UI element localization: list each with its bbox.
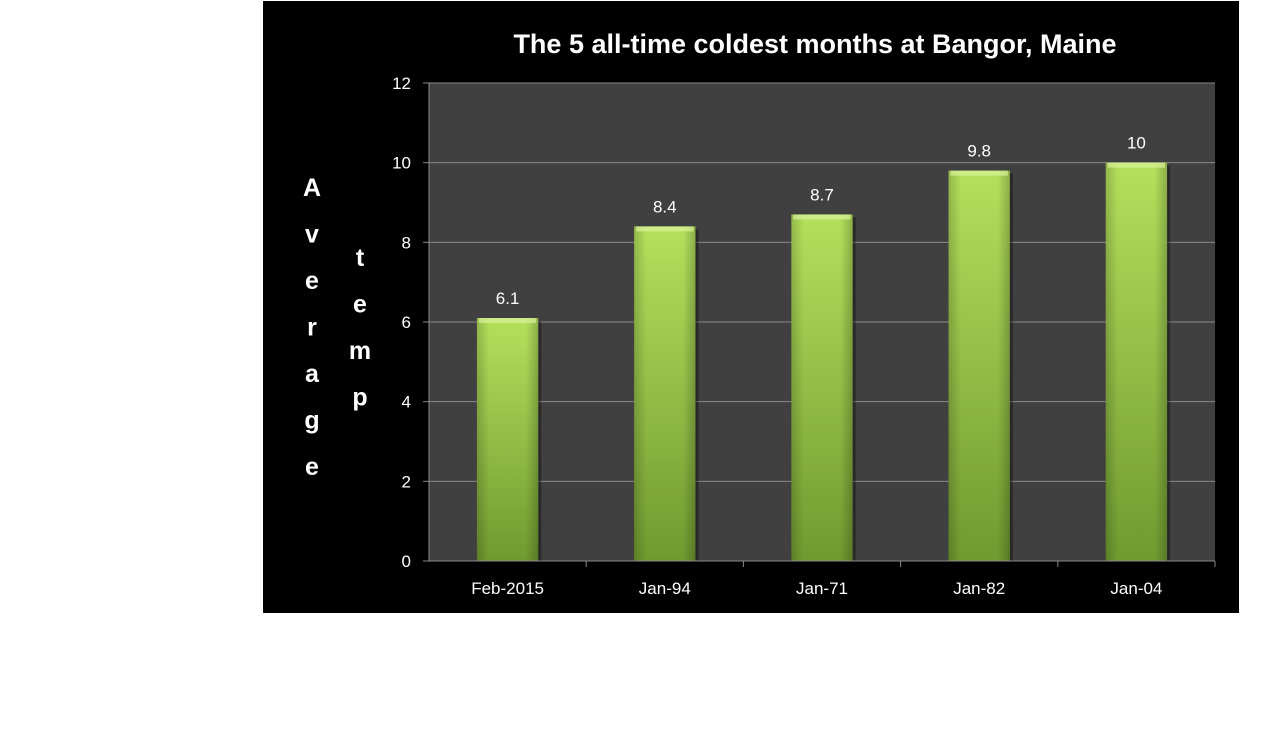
bar: [1105, 162, 1171, 561]
x-tick-label: Jan-04: [1110, 579, 1162, 598]
bar-bevel: [476, 318, 539, 561]
data-label: 10: [1127, 134, 1146, 153]
bar-highlight: [1107, 162, 1166, 168]
bar-bevel: [948, 170, 1010, 561]
y-axis-ticks: 0 2 4 6 8 10 12: [392, 74, 429, 571]
bars: [476, 162, 1171, 561]
y-tick-label: 0: [402, 552, 411, 571]
x-tick-label: Jan-82: [953, 579, 1005, 598]
bar: [476, 318, 542, 561]
bar: [634, 226, 699, 561]
x-axis-labels: Feb-2015 Jan-94 Jan-71 Jan-82 Jan-04: [471, 561, 1216, 598]
data-label: 8.7: [810, 185, 834, 204]
bar: [948, 170, 1013, 561]
x-tick-label: Feb-2015: [471, 579, 544, 598]
y-tick-label: 12: [392, 74, 411, 93]
bar-bevel: [1105, 162, 1168, 561]
bar-bevel: [634, 226, 696, 561]
bar-bevel: [791, 214, 853, 561]
y-tick-label: 4: [402, 393, 411, 412]
chart-title: The 5 all-time coldest months at Bangor,…: [513, 29, 1116, 59]
chart-panel: The 5 all-time coldest months at Bangor,…: [263, 1, 1239, 613]
data-label: 9.8: [967, 142, 991, 161]
y-tick-label: 10: [392, 154, 411, 173]
x-tick-label: Jan-94: [639, 579, 691, 598]
data-label: 6.1: [496, 289, 520, 308]
bar-highlight: [793, 214, 851, 220]
bar-chart: The 5 all-time coldest months at Bangor,…: [303, 29, 1216, 598]
bar: [791, 214, 856, 561]
data-labels: 6.1 8.4 8.7 9.8 10: [496, 134, 1146, 308]
bar-highlight: [478, 318, 537, 324]
bar-highlight: [950, 170, 1008, 176]
y-tick-label: 8: [402, 233, 411, 252]
bar-highlight: [636, 226, 694, 232]
y-tick-label: 2: [402, 472, 411, 491]
data-label: 8.4: [653, 197, 677, 216]
x-tick-label: Jan-71: [796, 579, 848, 598]
y-tick-label: 6: [402, 313, 411, 332]
